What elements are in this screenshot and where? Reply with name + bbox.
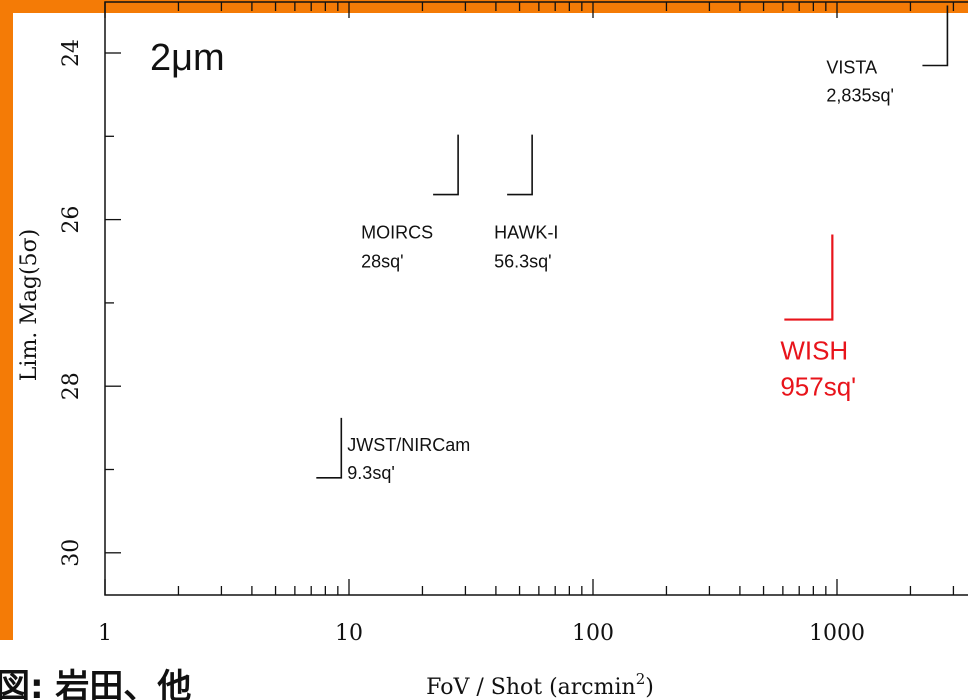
x-tick-label: 10 — [335, 621, 363, 646]
x-tick-label: 100 — [572, 621, 614, 646]
instrument-marker-jwst-nircam: JWST/NIRCam 9.3sq' — [316, 417, 470, 483]
x-tick-label: 1 — [98, 621, 112, 646]
instrument-fov: 2,835sq' — [826, 85, 894, 105]
chart-title: 2μm — [150, 37, 225, 79]
instrument-fov: 28sq' — [361, 252, 403, 272]
instrument-name: VISTA — [826, 57, 877, 77]
x-axis-title-close: ) — [645, 675, 654, 700]
marker-line — [433, 134, 459, 196]
instrument-marker-wish: WISH 957sq' — [780, 234, 856, 402]
marker-line — [316, 417, 343, 479]
instrument-fov: 957sq' — [780, 372, 856, 402]
x-axis-title: FoV / Shot (arcmin2) — [426, 670, 654, 700]
instrument-markers: MOIRCS 28sq' HAWK-I 56.3sq' JWST/NIRCam 9.3sq… — [316, 5, 949, 483]
y-tick-label: 28 — [59, 372, 84, 400]
instrument-marker-hawk-i: HAWK-I 56.3sq' — [494, 134, 558, 272]
y-tick-label: 26 — [59, 206, 84, 234]
instrument-fov: 56.3sq' — [494, 252, 551, 272]
x-axis-title-sup: 2 — [636, 670, 646, 688]
instrument-name: HAWK-I — [494, 223, 558, 243]
y-axis-title: Lim. Mag(5σ) — [17, 229, 42, 381]
x-axis-title-main: FoV / Shot (arcmin — [426, 675, 636, 700]
frame-top-border — [0, 0, 968, 13]
credit-text: 図: 岩田、他 — [0, 667, 191, 700]
tick-marks — [104, 2, 955, 595]
y-tick-label: 30 — [59, 539, 84, 567]
frame-left-border — [0, 0, 13, 640]
instrument-marker-vista: VISTA 2,835sq' — [826, 5, 949, 105]
marker-line — [507, 134, 533, 196]
marker-line — [784, 234, 834, 321]
instrument-fov: 9.3sq' — [347, 463, 394, 483]
y-tick-label: 24 — [59, 39, 84, 67]
marker-line — [922, 5, 949, 67]
x-tick-label: 1000 — [809, 621, 865, 646]
plot-area-frame — [104, 1, 968, 596]
instrument-marker-moircs: MOIRCS 28sq' — [361, 134, 459, 272]
instrument-name: MOIRCS — [361, 223, 433, 243]
instrument-name: JWST/NIRCam — [347, 435, 470, 455]
tick-labels: 1 10 100 1000 24 26 28 30 — [59, 39, 865, 646]
instrument-name: WISH — [780, 336, 848, 366]
